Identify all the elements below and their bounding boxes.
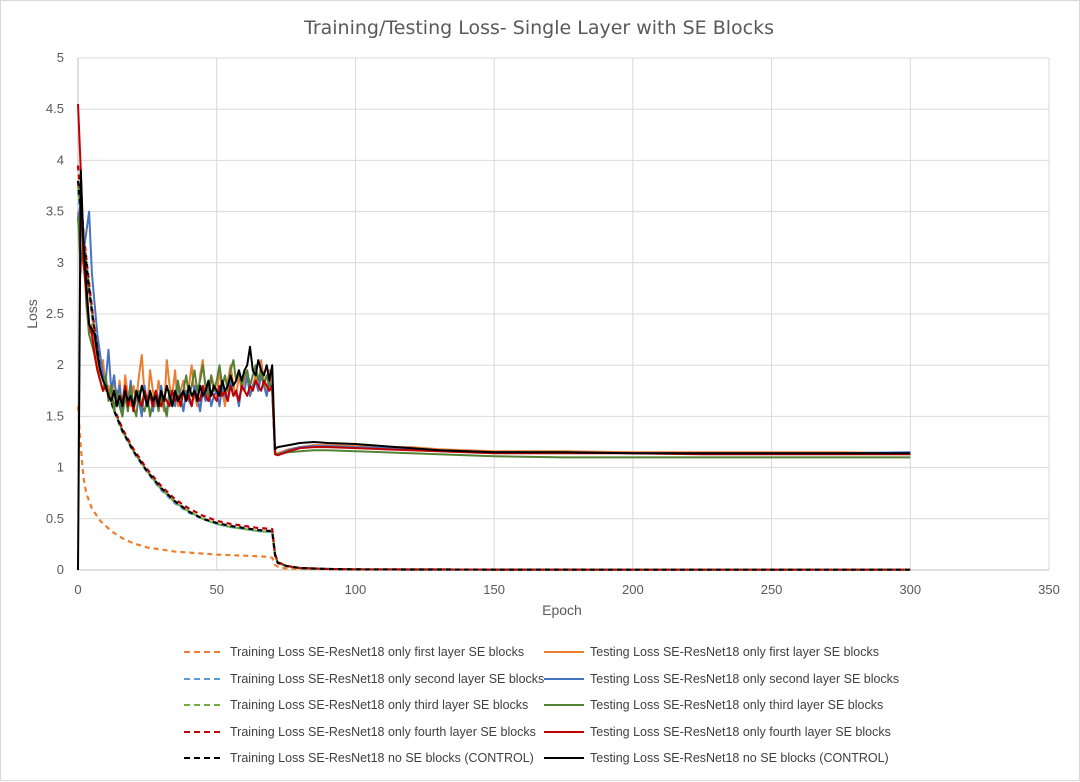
x-tick-label: 0	[74, 582, 81, 597]
legend-entry: Training Loss SE-ResNet18 only first lay…	[230, 645, 524, 659]
legend-entry: Testing Loss SE-ResNet18 only first laye…	[590, 645, 879, 659]
testing-loss-line-7	[77, 216, 911, 459]
series-layer	[76, 104, 911, 571]
x-tick-label: 300	[899, 582, 921, 597]
x-tick-label: 100	[345, 582, 367, 597]
legend-entry: Training Loss SE-ResNet18 only second la…	[230, 672, 544, 686]
x-tick-label: 50	[209, 582, 223, 597]
y-tick-label: 4.5	[46, 101, 64, 116]
legend-entry: Training Loss SE-ResNet18 no SE blocks (…	[230, 751, 534, 765]
legend-entry: Testing Loss SE-ResNet18 only fourth lay…	[590, 725, 891, 739]
legend-entry: Testing Loss SE-ResNet18 only second lay…	[590, 672, 899, 686]
y-tick-label: 0.5	[46, 511, 64, 526]
y-tick-label: 5	[57, 50, 64, 65]
x-axis-label: Epoch	[542, 602, 582, 618]
y-tick-label: 1.5	[46, 408, 64, 423]
legend-entry: Testing Loss SE-ResNet18 no SE blocks (C…	[590, 751, 889, 765]
testing-loss-line-9	[77, 169, 911, 571]
y-axis-ticks: 0 0.5 1 1.5 2 2.5 3 3.5 4 4.5 5	[46, 50, 64, 577]
y-tick-label: 1	[57, 460, 64, 475]
chart-title: Training/Testing Loss- Single Layer with…	[303, 17, 774, 39]
x-tick-label: 200	[622, 582, 644, 597]
training-loss-line-4	[76, 180, 911, 571]
y-tick-label: 0	[57, 562, 64, 577]
y-tick-label: 4	[57, 152, 64, 167]
y-tick-label: 3.5	[46, 204, 64, 219]
legend-entry: Training Loss SE-ResNet18 only fourth la…	[230, 725, 536, 739]
gridlines	[77, 57, 1050, 571]
x-tick-label: 150	[483, 582, 505, 597]
legend: Training Loss SE-ResNet18 only first lay…	[184, 645, 899, 765]
x-tick-label: 250	[761, 582, 783, 597]
legend-entry: Training Loss SE-ResNet18 only third lay…	[230, 698, 528, 712]
y-tick-label: 3	[57, 255, 64, 270]
x-tick-label: 350	[1038, 582, 1060, 597]
y-tick-label: 2	[57, 357, 64, 372]
y-tick-label: 2.5	[46, 306, 64, 321]
y-axis-label: Loss	[24, 299, 40, 329]
x-axis-ticks: 0 50 100 150 200 250 300 350	[74, 582, 1059, 597]
legend-entry: Testing Loss SE-ResNet18 only third laye…	[590, 698, 883, 712]
